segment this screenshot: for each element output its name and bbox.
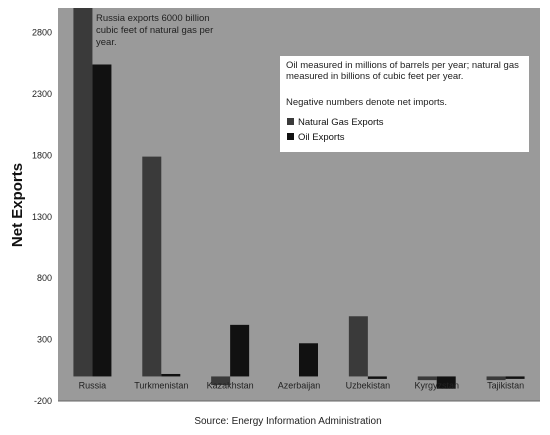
bar-gas-kyrgyzstan — [417, 376, 437, 381]
x-axis-tick-labels: Russia Turkmenistan Kazakhstan Azerbaijan Uz… — [79, 380, 524, 390]
bar-oil-turkmenistan — [161, 373, 181, 377]
bars — [73, 8, 525, 389]
bar-oil-tajikistan — [505, 376, 525, 379]
bar-oil-kazakhstan — [230, 324, 250, 377]
x-tick-label: Kyrgyzstan — [414, 380, 459, 390]
negative-note: Negative numbers denote net imports. — [286, 97, 447, 108]
y-axis-label: Net Exports — [9, 163, 26, 247]
x-tick-label: Azerbaijan — [278, 380, 321, 390]
y-tick-label: 2800 — [32, 28, 52, 38]
x-tick-label: Russia — [79, 380, 107, 390]
y-tick-label: 2300 — [32, 89, 52, 99]
units-annotation: Oil measured in millions of barrels per … — [286, 60, 522, 82]
legend: Natural Gas Exports Oil Exports — [287, 117, 384, 143]
bar-oil-kyrgyzstan — [436, 376, 456, 389]
y-axis-ticks: -200 300 800 1300 1800 2300 2800 — [32, 28, 52, 406]
x-tick-label: Turkmenistan — [134, 380, 188, 390]
bar-gas-russia — [73, 8, 93, 377]
legend-swatch — [287, 133, 294, 140]
source-note: Source: Energy Information Administratio… — [194, 416, 381, 427]
x-tick-label: Uzbekistan — [346, 380, 391, 390]
bar-oil-azerbaijan — [299, 343, 318, 377]
legend-label: Natural Gas Exports — [298, 117, 384, 128]
russia-annotation: Russia exports 6000 billion cubic feet o… — [96, 13, 216, 48]
legend-swatch — [287, 118, 294, 125]
bar-gas-kazakhstan — [211, 376, 231, 386]
y-tick-label: 300 — [37, 335, 52, 345]
bar-gas-tajikistan — [486, 376, 506, 381]
bar-oil-russia — [92, 64, 112, 377]
y-tick-label: 800 — [37, 273, 52, 283]
bar-gas-uzbekistan — [348, 316, 368, 377]
bar-gas-turkmenistan — [142, 156, 162, 377]
y-tick-label: 1800 — [32, 150, 52, 160]
legend-box — [280, 56, 529, 152]
y-tick-label: -200 — [34, 396, 52, 406]
bar-oil-uzbekistan — [367, 376, 387, 379]
legend-label: Oil Exports — [298, 132, 345, 143]
y-tick-label: 1300 — [32, 212, 52, 222]
x-tick-label: Tajikistan — [487, 380, 524, 390]
x-tick-label: Kazakhstan — [207, 380, 254, 390]
